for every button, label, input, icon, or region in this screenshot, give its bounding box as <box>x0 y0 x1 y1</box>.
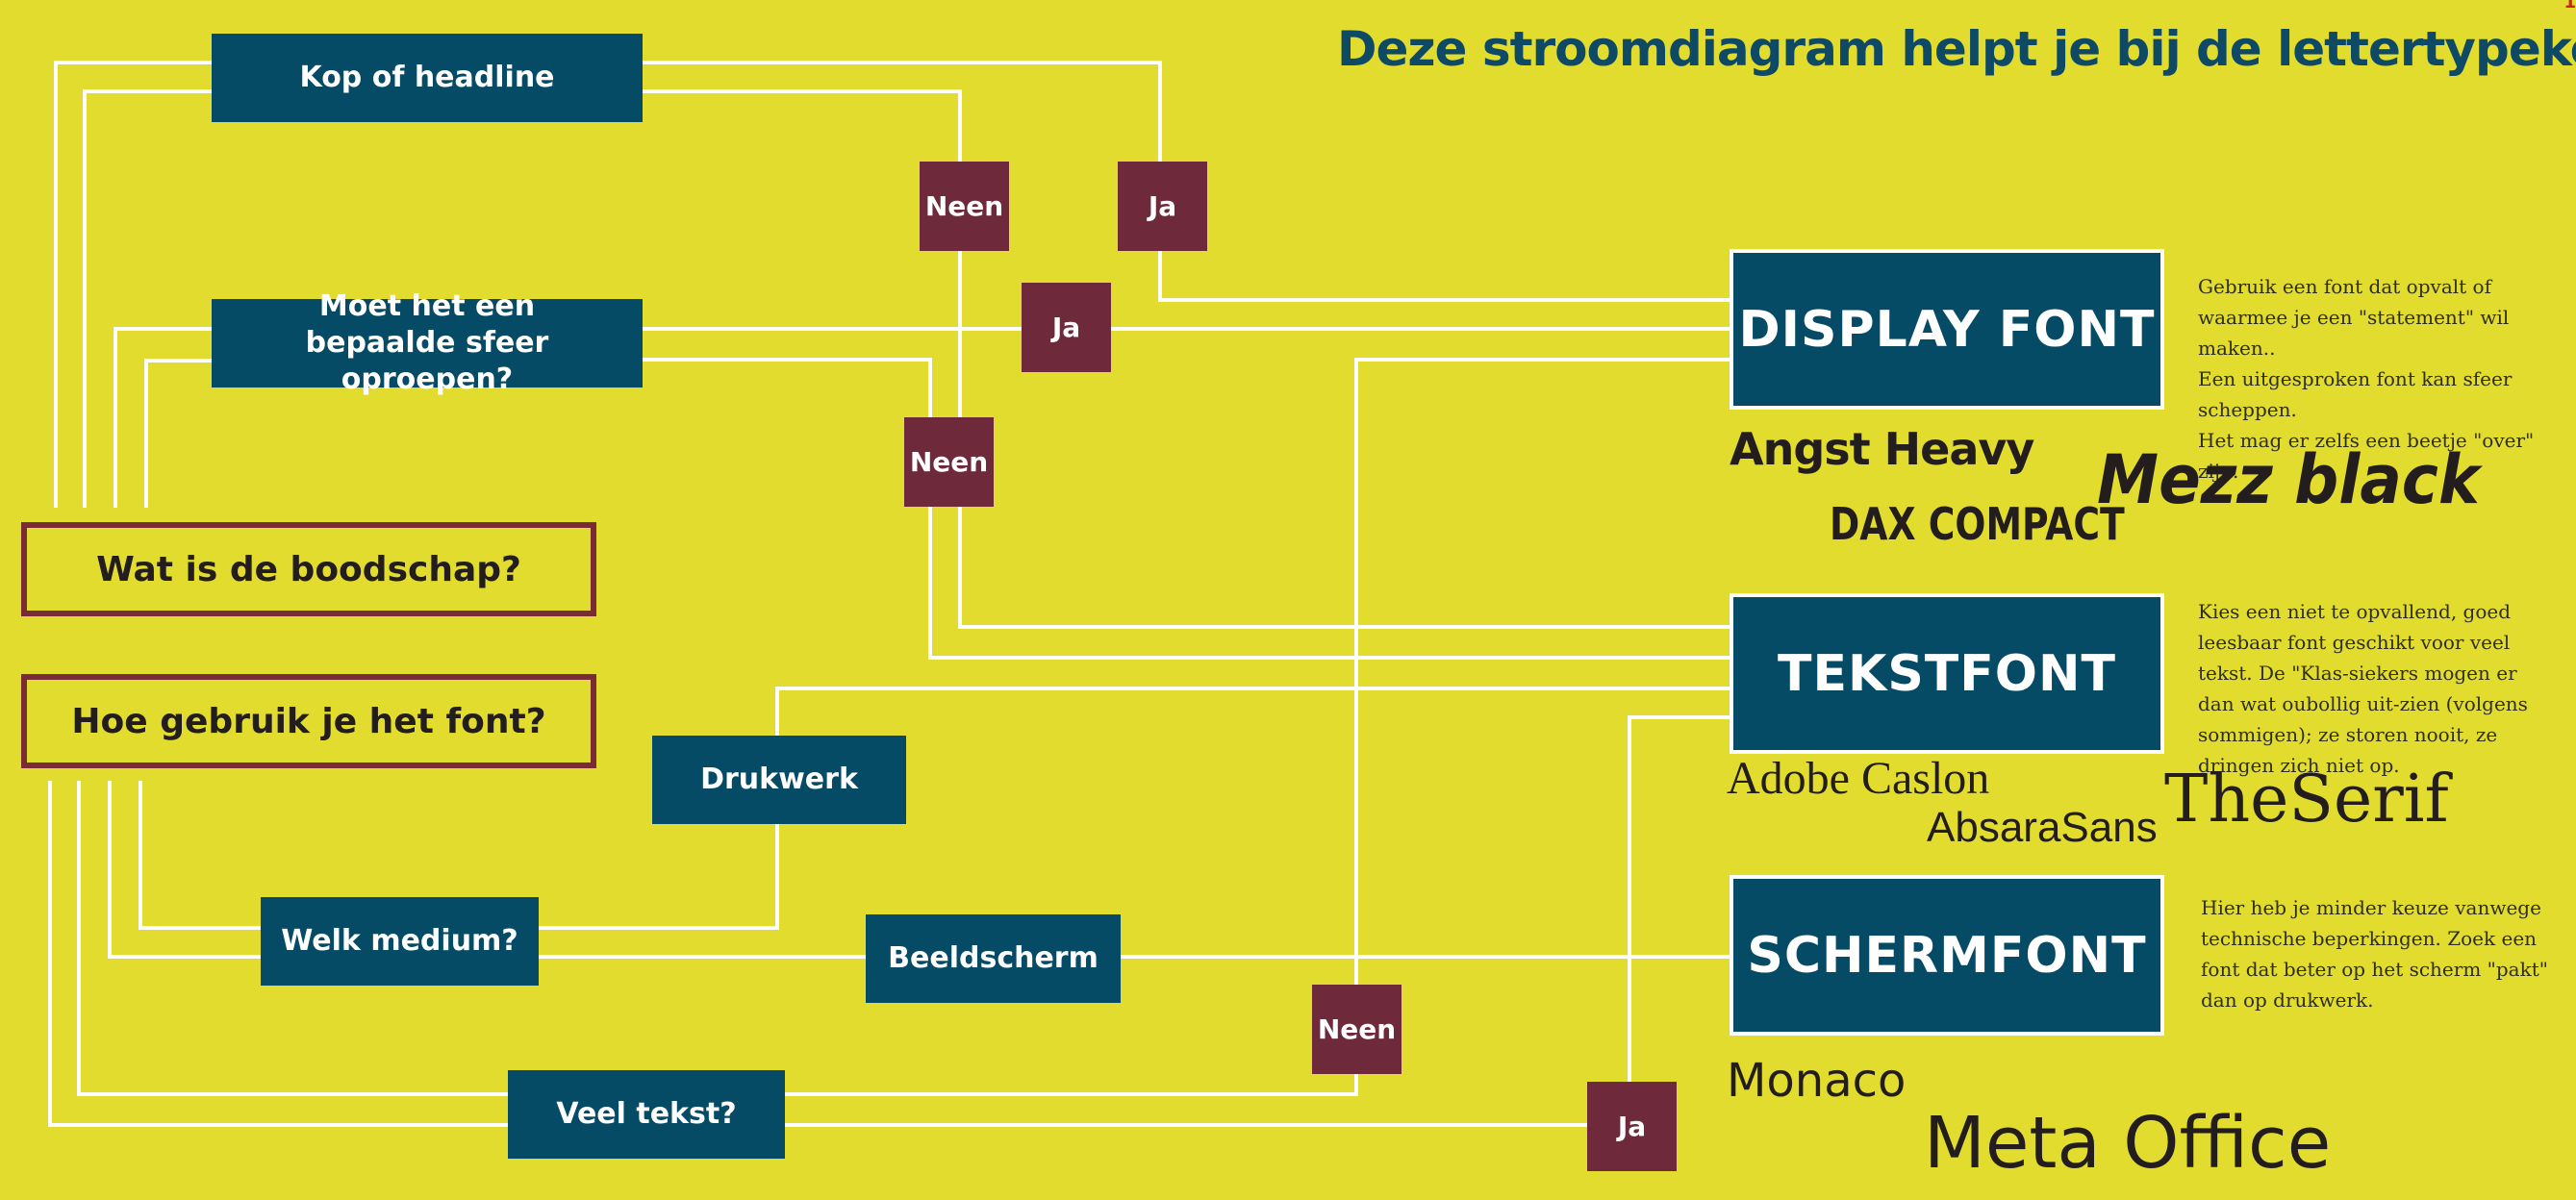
sample-dax-compact: DAX COMPACT <box>1830 498 2125 550</box>
answer-mood-no: Neen <box>904 417 994 507</box>
question-headline: Kop of headline <box>212 34 643 122</box>
sample-angst-heavy: Angst Heavy <box>1730 423 2034 475</box>
result-text-font: TEKSTFONT <box>1730 593 2164 754</box>
sample-mezz-black: Mezz black <box>2097 440 2480 519</box>
sample-meta-office: Meta Office <box>1924 1102 2332 1185</box>
answer-headline-yes: Ja <box>1118 162 1207 251</box>
question-medium: Welk medium? <box>261 897 539 986</box>
start-node-usage: Hoe gebruik je het font? <box>21 674 596 768</box>
answer-text-yes: Ja <box>1587 1082 1677 1171</box>
screen-font-description: Hier heb je minder keuze vanwege technis… <box>2201 896 2548 1012</box>
question-much-text: Veel tekst? <box>508 1070 785 1159</box>
option-screen: Beeldscherm <box>866 914 1121 1003</box>
display-font-description: Gebruik een font dat opvalt of waarmee j… <box>2198 275 2535 483</box>
text-font-description: Kies een niet te opvallend, goed leesbaa… <box>2198 600 2528 777</box>
sample-monaco: Monaco <box>1727 1054 1907 1108</box>
page-number: 1 <box>2563 0 2576 12</box>
answer-mood-yes: Ja <box>1022 283 1111 372</box>
question-mood: Moet het een bepaalde sfeer oproepen? <box>212 289 643 396</box>
answer-text-no: Neen <box>1312 985 1402 1074</box>
result-display-font: DISPLAY FONT <box>1730 249 2164 410</box>
result-screen-font: SCHERMFONT <box>1730 875 2164 1036</box>
sample-theserif: TheSerif <box>2164 762 2449 838</box>
answer-headline-no: Neen <box>920 162 1009 251</box>
sample-adobe-caslon: Adobe Caslon <box>1727 753 1990 804</box>
page-title: Deze stroomdiagram helpt je bij de lette… <box>1337 21 2576 77</box>
start-node-message: Wat is de boodschap? <box>21 522 596 616</box>
option-print: Drukwerk <box>652 736 906 824</box>
sample-absarasans: AbsaraSans <box>1927 804 2158 851</box>
